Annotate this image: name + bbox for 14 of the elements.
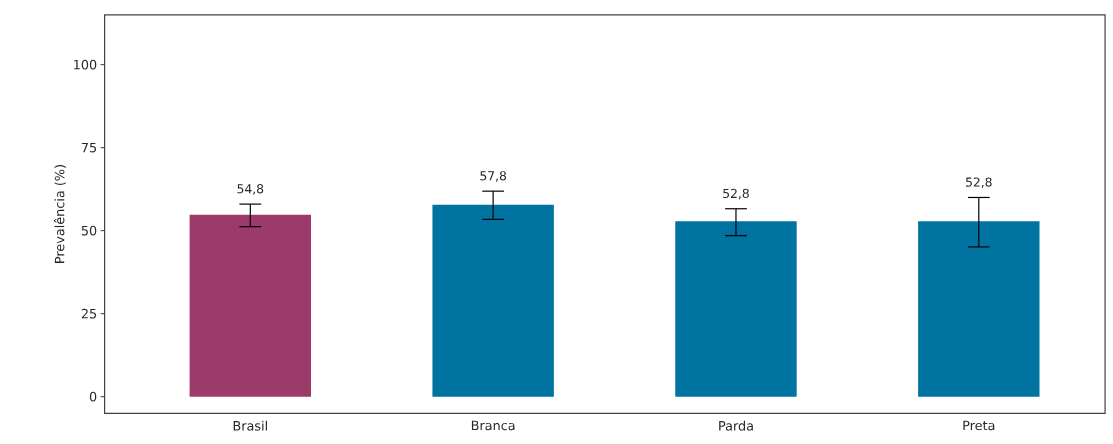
data-label: 52,8 (966, 177, 992, 189)
y-tick-label: 100 (74, 59, 97, 70)
x-tick-label: Brasil (233, 420, 267, 431)
y-tick-label: 0 (89, 391, 97, 402)
data-label: 57,8 (480, 171, 507, 182)
y-axis-title: Prevalência (%) (53, 165, 66, 263)
y-tick-label: 50 (81, 225, 97, 236)
y-tick-label: 25 (81, 308, 97, 319)
data-label: 54,8 (237, 184, 264, 195)
y-tick-label: 75 (81, 142, 97, 153)
x-tick-label: Preta (963, 420, 995, 431)
x-tick-label: Branca (471, 420, 515, 431)
x-tick-label: Parda (719, 420, 753, 431)
data-label: 52,8 (723, 188, 749, 200)
